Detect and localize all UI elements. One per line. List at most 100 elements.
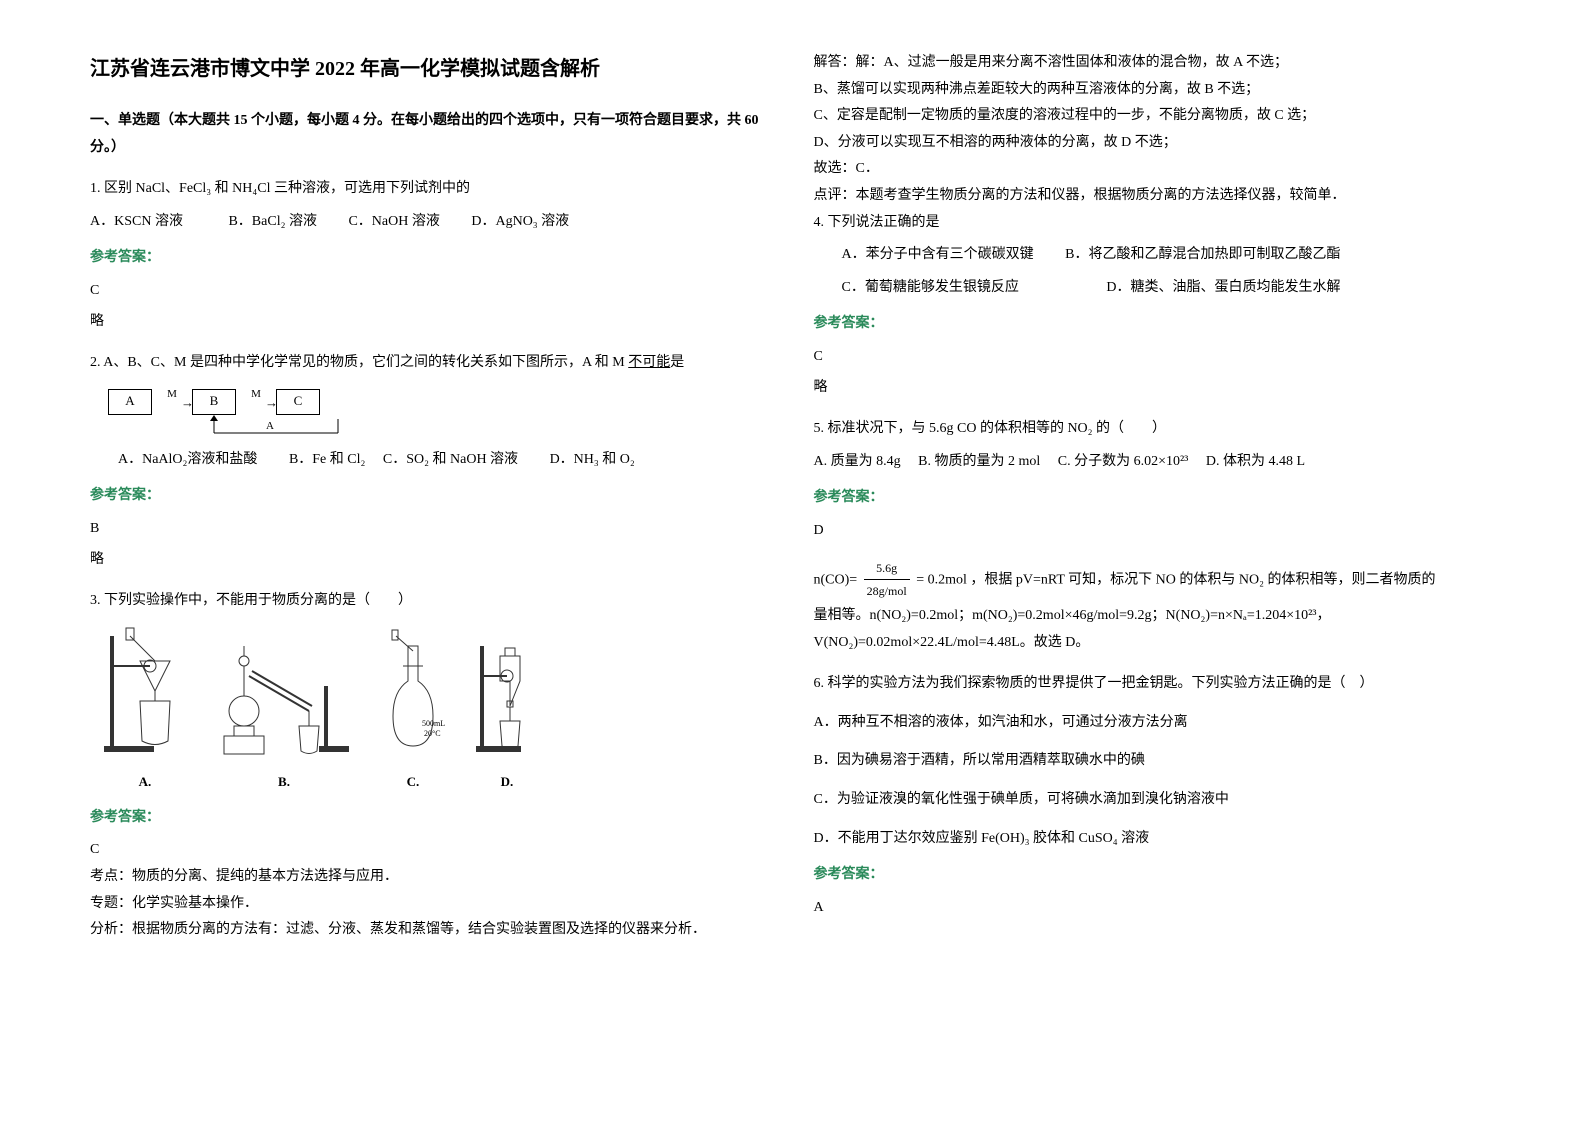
right-column: 解答：解：A、过滤一般是用来分离不溶性固体和液体的混合物，故 A 不选； B、蒸… [814,50,1498,944]
q3-figure-d-svg [472,626,542,766]
question-1-text: 1. 区别 NaCl、FeCl₃ 和 NH₄Cl 三种溶液，可选用下列试剂中的 [90,176,774,203]
q4-answer: C [814,344,1498,371]
q4-option-d: D．糖类、油脂、蛋白质均能发生水解 [1106,280,1340,295]
q2-text-pre: 2. A、B、C、M 是四种中学化学常见的物质，它们之间的转化关系如下图所示，A… [90,355,628,370]
q5-exp-post: ，根据 pV=nRT 可知，标况下 NO 的体积与 NO₂ 的体积相等，则二者物… [970,572,1435,587]
q3-analysis: 分析：根据物质分离的方法有：过滤、分液、蒸发和蒸馏等，结合实验装置图及选择的仪器… [90,917,774,944]
svg-text:20°C: 20°C [424,729,441,738]
q3-dp-text: 本题考查学生物质分离的方法和仪器，根据物质分离的方法选择仪器，较简单． [856,188,1346,203]
q2-text-underline: 不可能 [628,355,670,370]
q3-figures: A. B. [100,625,774,795]
q2-diagram: A M B M C A [108,389,774,439]
q5-exp-pre: n(CO)= [814,572,858,587]
q2-arrow-2-label: M [251,388,261,400]
q3-jd-d: D、分液可以实现互不相溶的两种液体的分离，故 D 不选； [814,130,1498,157]
q3-jd-b: B、蒸馏可以实现两种沸点差距较大的两种互溶液体的分离，故 B 不选； [814,77,1498,104]
left-column: 江苏省连云港市博文中学 2022 年高一化学模拟试题含解析 一、单选题（本大题共… [90,50,774,944]
q5-option-b: B. 物质的量为 2 mol [918,454,1040,469]
q3-figure-b-label: B. [278,770,290,795]
q2-return-arrow: A [170,415,340,439]
q4-answer-label: 参考答案： [814,311,1498,338]
q5-exp-eq: = 0.2mol [916,572,967,587]
q3-figure-d: D. [472,626,542,795]
q3-solution: 解答：解：A、过滤一般是用来分离不溶性固体和液体的混合物，故 A 不选； [814,50,1498,77]
question-3-text: 3. 下列实验操作中，不能用于物质分离的是（ ） [90,588,774,615]
q5-option-d: D. 体积为 4.48 L [1206,454,1305,469]
q5-answer: D [814,518,1498,545]
question-5-text: 5. 标准状况下，与 5.6g CO 的体积相等的 NO₂ 的（ ） [814,416,1498,443]
q3-dp-label: 点评： [814,188,856,203]
q6-option-b: B．因为碘易溶于酒精，所以常用酒精萃取碘水中的碘 [814,748,1498,775]
q3-figure-c-label: C. [407,770,420,795]
q3-figure-c-svg: 500mL 20°C [378,626,448,766]
svg-text:500mL: 500mL [422,719,445,728]
question-4-options-row2: C．葡萄糖能够发生银镜反应 D．糖类、油脂、蛋白质均能发生水解 [842,275,1498,302]
q1-answer: C [90,278,774,305]
q3-topic: 专题：化学实验基本操作． [90,891,774,918]
q3-review: 点评：本题考查学生物质分离的方法和仪器，根据物质分离的方法选择仪器，较简单． [814,183,1498,210]
q3-figure-d-label: D. [501,770,514,795]
q3-zt-label: 专题： [90,896,132,911]
question-5-options: A. 质量为 8.4g B. 物质的量为 2 mol C. 分子数为 6.02×… [814,449,1498,476]
q3-fx-label: 分析： [90,922,132,937]
q4-option-c: C．葡萄糖能够发生银镜反应 [842,280,1019,295]
q3-fx-text: 根据物质分离的方法有：过滤、分液、蒸发和蒸馏等，结合实验装置图及选择的仪器来分析… [132,922,706,937]
q3-jd-label: 解答： [814,55,856,70]
q3-figure-b: B. [214,626,354,795]
q1-option-c: C．NaOH 溶液 [348,214,439,229]
q2-arrow-1-label: M [167,388,177,400]
q2-box-a: A [108,389,152,415]
question-4-options-row1: A．苯分子中含有三个碳碳双键 B．将乙酸和乙醇混合加热即可制取乙酸乙酯 [842,242,1498,269]
q6-answer-label: 参考答案： [814,862,1498,889]
q2-return-arrow-svg: A [170,415,350,439]
q1-option-d: D．AgNO₃ 溶液 [471,214,569,229]
q3-zt-text: 化学实验基本操作． [132,896,258,911]
q3-figure-a-svg [100,626,190,766]
q5-option-c: C. 分子数为 6.02×10²³ [1058,454,1189,469]
q5-explanation-line2: 量相等。n(NO₂)=0.2mol；m(NO₂)=0.2mol×46g/mol=… [814,603,1498,630]
q2-text-post: 是 [670,355,684,370]
q3-kp-label: 考点： [90,869,132,884]
question-1-options: A．KSCN 溶液 B．BaCl₂ 溶液 C．NaOH 溶液 D．AgNO₃ 溶… [90,209,774,236]
question-2-options: A．NaAlO₂溶液和盐酸 B．Fe 和 Cl₂ C．SO₂ 和 NaOH 溶液… [118,447,774,474]
section-1-header: 一、单选题（本大题共 15 个小题，每小题 4 分。在每小题给出的四个选项中，只… [90,108,774,161]
q2-option-c: C．SO₂ 和 NaOH 溶液 [383,452,518,467]
q2-note: 略 [90,547,774,574]
q5-option-a: A. 质量为 8.4g [814,454,901,469]
q2-box-c: C [276,389,320,415]
q3-figure-a-label: A. [139,770,152,795]
q5-explanation-line3: V(NO₂)=0.02mol×22.4L/mol=4.48L。故选 D。 [814,630,1498,657]
q3-jd-c: C、定容是配制一定物质的量浓度的溶液过程中的一步，不能分离物质，故 C 选； [814,103,1498,130]
q2-option-d: D．NH₃ 和 O₂ [550,452,635,467]
q3-jd-final: 故选：C． [814,156,1498,183]
q6-option-a: A．两种互不相溶的液体，如汽油和水，可通过分液方法分离 [814,710,1498,737]
q5-fraction-num: 5.6g [864,557,910,581]
q5-answer-label: 参考答案： [814,485,1498,512]
q6-option-d: D．不能用丁达尔效应鉴别 Fe(OH)₃ 胶体和 CuSO₄ 溶液 [814,826,1498,853]
q1-option-b: B．BaCl₂ 溶液 [228,214,317,229]
q3-figure-a: A. [100,626,190,795]
q3-keypoint: 考点：物质的分离、提纯的基本方法选择与应用． [90,864,774,891]
q2-arrow-2: M [236,389,276,414]
q4-option-a: A．苯分子中含有三个碳碳双键 [842,247,1034,262]
q2-option-b: B．Fe 和 Cl₂ [289,452,365,467]
two-column-layout: 江苏省连云港市博文中学 2022 年高一化学模拟试题含解析 一、单选题（本大题共… [90,50,1497,944]
q5-fraction-den: 28g/mol [864,580,910,603]
q5-explanation-line1: n(CO)= 5.6g 28g/mol = 0.2mol ，根据 pV=nRT … [814,557,1498,604]
q1-note: 略 [90,309,774,336]
q2-answer-label: 参考答案： [90,483,774,510]
q3-answer-label: 参考答案： [90,805,774,832]
q6-answer: A [814,895,1498,922]
question-4-text: 4. 下列说法正确的是 [814,210,1498,237]
q3-kp-text: 物质的分离、提纯的基本方法选择与应用． [132,869,398,884]
q1-answer-label: 参考答案： [90,245,774,272]
q4-note: 略 [814,375,1498,402]
q4-option-b: B．将乙酸和乙醇混合加热即可制取乙酸乙酯 [1065,247,1340,262]
q3-answer: C [90,837,774,864]
question-2-text: 2. A、B、C、M 是四种中学化学常见的物质，它们之间的转化关系如下图所示，A… [90,350,774,377]
q2-return-label: A [266,420,274,432]
q2-box-b: B [192,389,236,415]
q2-answer: B [90,516,774,543]
q1-option-a: A．KSCN 溶液 [90,214,183,229]
q2-diagram-row: A M B M C [108,389,774,415]
